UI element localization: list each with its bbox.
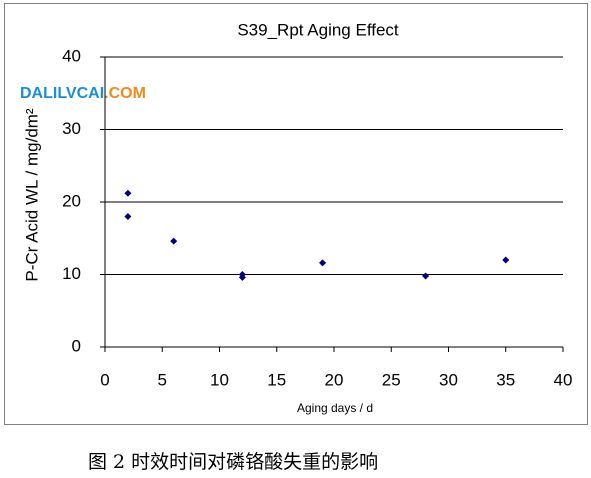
- x-tick-label: 15: [267, 370, 286, 389]
- data-point: [124, 213, 132, 220]
- data-point: [502, 256, 510, 264]
- data-point: [422, 272, 430, 280]
- y-axis-label: P-Cr Acid WL / mg/dm²: [22, 108, 41, 282]
- x-tick-label: 5: [158, 370, 167, 389]
- data-point: [170, 237, 178, 245]
- y-tick-label: 30: [62, 119, 81, 138]
- y-tick-label: 20: [62, 191, 81, 210]
- plot-area: 0 10 20 30 40 0 5 10 15 20 25 30 35 40: [62, 46, 572, 389]
- watermark-part: .COM: [104, 85, 146, 102]
- x-tick-label: 20: [325, 370, 344, 389]
- y-tick-label: 0: [72, 336, 81, 355]
- data-point: [319, 259, 327, 267]
- data-point: [124, 189, 132, 197]
- watermark-part: DALILVCAI: [20, 85, 104, 102]
- chart-title: S39_Rpt Aging Effect: [237, 20, 399, 39]
- data-point: [238, 273, 246, 281]
- x-tick-label: 25: [382, 370, 401, 389]
- x-tick-label: 35: [496, 370, 515, 389]
- caption: 图 2 时效时间对磷铬酸失重的影响: [88, 451, 378, 473]
- y-tick-label: 40: [62, 46, 81, 65]
- x-axis-label: Aging days / d: [297, 401, 373, 415]
- x-tick-label: 30: [439, 370, 458, 389]
- chart-frame: [4, 3, 588, 425]
- y-tick-label: 10: [62, 264, 81, 283]
- x-tick-label: 0: [100, 370, 109, 389]
- x-tick-label: 40: [554, 370, 573, 389]
- watermark: DALILVCAI.COM: [20, 85, 146, 102]
- x-tick-label: 10: [210, 370, 229, 389]
